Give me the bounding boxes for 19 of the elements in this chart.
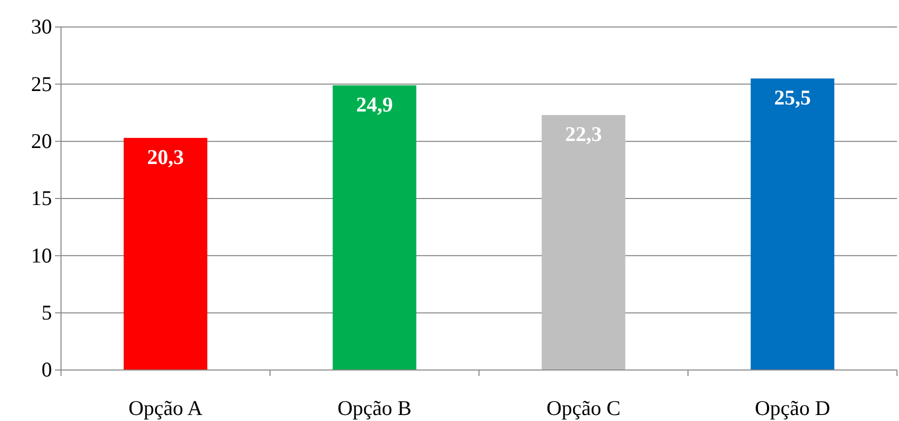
y-tick-label: 10 bbox=[31, 243, 52, 268]
y-tick-label: 0 bbox=[42, 358, 52, 382]
data-label: 20,3 bbox=[147, 144, 184, 169]
y-tick-label: 30 bbox=[31, 14, 52, 39]
bar bbox=[332, 85, 416, 370]
data-label: 24,9 bbox=[356, 92, 393, 116]
bar bbox=[124, 138, 208, 370]
y-tick-label: 15 bbox=[31, 186, 52, 210]
x-tick-label: Opção A bbox=[128, 396, 204, 420]
data-label: 25,5 bbox=[774, 85, 811, 110]
x-tick-label: Opção B bbox=[337, 396, 412, 420]
bar bbox=[750, 78, 834, 370]
x-tick-label: Opção D bbox=[754, 396, 830, 420]
bar bbox=[542, 115, 626, 370]
data-label: 22,3 bbox=[565, 122, 602, 146]
x-tick-label: Opção C bbox=[546, 396, 621, 420]
y-tick-label: 25 bbox=[31, 72, 52, 96]
y-tick-label: 20 bbox=[31, 129, 52, 154]
y-tick-label: 5 bbox=[42, 300, 52, 325]
